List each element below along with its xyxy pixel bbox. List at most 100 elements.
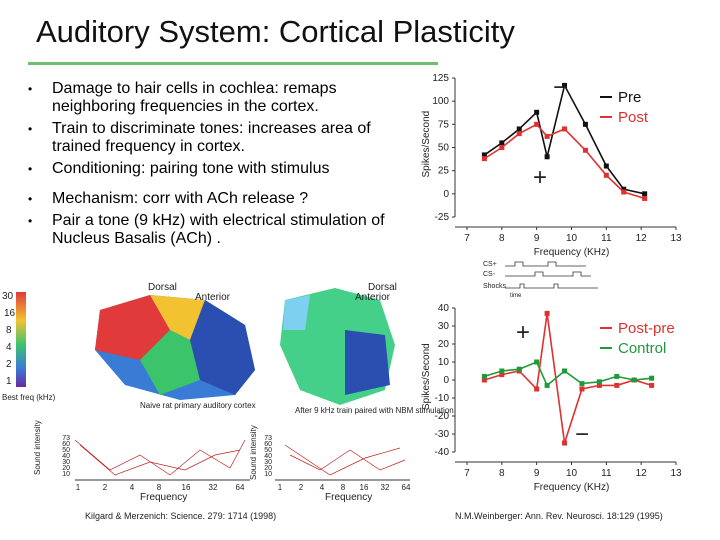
data-point [499,145,505,150]
data-point [499,372,505,378]
annotation: − [553,74,567,101]
legend-label: Post [618,109,649,126]
data-point [562,368,568,374]
tuning-x-tick: 8 [157,483,162,492]
tuning-x-tick: 4 [130,483,135,492]
legend-label: Post-pre [618,320,675,337]
data-point [481,156,487,162]
data-point [579,381,585,387]
tuning-y-tick: 50 [62,447,70,454]
protocol-row: Shocks [483,283,506,290]
tuning-y-tick: 73 [264,435,272,442]
protocol-trace [505,261,598,289]
tuning-y-tick: 60 [264,441,272,448]
data-point [642,191,648,197]
y-axis-label: Spikes/Second [421,343,432,410]
annotation: + [516,319,530,346]
x-tick-label: 7 [464,233,470,244]
tuning-x-tick: 16 [360,483,369,492]
data-point [582,147,588,153]
bullet: Damage to hair cells in cochlea: remaps … [28,80,422,116]
colorbar-title: Best freq (kHz) [2,393,56,402]
legend-label: Control [618,340,666,357]
series-line [483,83,645,195]
x-tick-label: 12 [636,233,648,244]
title-rule [28,62,438,65]
y-tick-label: -20 [435,411,450,422]
colorbar-tick: 30 [2,291,14,302]
data-point [621,189,627,195]
tuning-y-tick: 40 [62,453,70,460]
tuning-y-tick: 60 [62,441,70,448]
data-point [544,154,550,160]
citation: N.M.Weinberger: Ann. Rev. Neurosci. 18:1… [455,511,663,521]
tuning-x-tick: 16 [182,483,191,492]
data-point [596,382,602,388]
protocol-axis: time [510,293,522,299]
colorbar-tick: 16 [4,308,16,319]
data-point [499,368,505,374]
y-axis-label: Spikes/Second [421,111,432,178]
data-point [544,310,550,316]
tuning-x-tick: 4 [320,483,325,492]
map-trained [280,288,395,405]
data-point [534,121,540,127]
data-point [649,375,655,381]
data-point [596,379,602,385]
tuning-y-tick: 73 [62,435,70,442]
x-axis-label: Frequency (KHz) [534,247,610,258]
data-point [621,186,627,192]
tuning-y-tick: 20 [264,465,272,472]
y-tick-label: 0 [443,189,449,200]
y-tick-label: -40 [435,447,450,458]
data-point [534,109,540,115]
data-point [603,163,609,169]
tuning-y-tick: 30 [264,459,272,466]
data-point [562,126,568,132]
data-point [562,440,568,446]
bullet: Conditioning: pairing tone with stimulus [28,160,422,178]
legend-label: Pre [618,89,641,106]
x-tick-label: 9 [534,468,540,479]
y-tick-label: 10 [438,357,450,368]
y-tick-label: 100 [432,96,449,107]
y-tick-label: -30 [435,429,450,440]
tuning-x-tick: 32 [381,483,390,492]
orientation-label: Dorsal [368,282,397,293]
y-tick-label: 25 [438,166,450,177]
x-tick-label: 7 [464,468,470,479]
colorbar-tick: 1 [6,376,12,387]
map-caption: After 9 kHz train paired with NBM stimul… [295,406,454,415]
tuning-x-tick: 32 [209,483,218,492]
y-tick-label: 50 [438,143,450,154]
data-point [481,373,487,379]
x-tick-label: 11 [601,233,612,244]
bullet: Train to discriminate tones: increases a… [28,120,422,156]
y-tick-label: 125 [432,73,449,84]
tuning-curves [74,439,406,476]
data-point [614,373,620,379]
y-tick-label: 40 [438,303,450,314]
y-tick-label: -25 [435,212,450,223]
tuning-x-tick: 64 [236,483,245,492]
data-point [562,82,568,88]
x-tick-label: 13 [670,233,682,244]
x-tick-label: 8 [499,468,505,479]
data-point [603,172,609,178]
tuning-x-tick: 8 [341,483,346,492]
data-point [534,359,540,365]
tuning-y-tick: 40 [264,453,272,460]
bullet: Mechanism: corr with ACh release ? [28,190,422,208]
data-point [481,152,487,158]
x-tick-label: 11 [601,468,612,479]
tuning-y-tick: 50 [264,447,272,454]
y-tick-label: 20 [438,339,450,350]
orientation-label: Anterior [195,292,231,303]
data-point [544,133,550,139]
tuning-y-tick: 10 [264,471,272,478]
tuning-x-tick: 64 [402,483,411,492]
x-tick-label: 8 [499,233,505,244]
tuning-y-tick: 10 [62,471,70,478]
colorbar-tick: 4 [6,342,12,353]
x-tick-label: 9 [534,233,540,244]
